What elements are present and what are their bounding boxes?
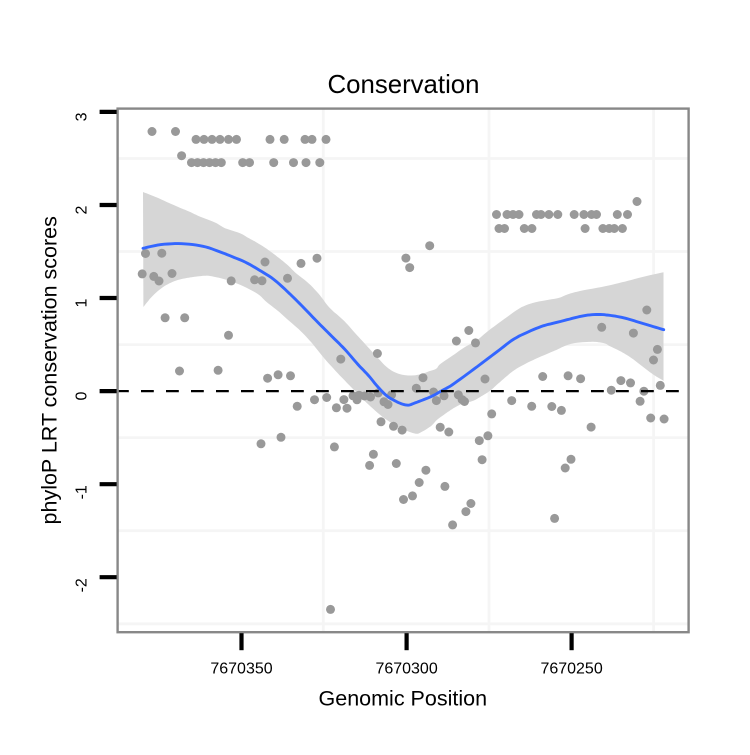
svg-text:7670250: 7670250 — [540, 661, 602, 678]
svg-text:Conservation: Conservation — [328, 71, 480, 99]
svg-text:3: 3 — [74, 112, 91, 121]
svg-text:Genomic Position: Genomic Position — [319, 687, 488, 711]
svg-text:phyloP LRT conservation scores: phyloP LRT conservation scores — [38, 216, 62, 524]
svg-text:-2: -2 — [74, 578, 91, 592]
svg-text:2: 2 — [74, 205, 91, 214]
svg-text:7670300: 7670300 — [375, 661, 437, 678]
svg-text:1: 1 — [74, 298, 91, 307]
svg-text:-1: -1 — [74, 485, 91, 499]
svg-text:0: 0 — [74, 392, 91, 401]
svg-text:7670350: 7670350 — [210, 661, 272, 678]
